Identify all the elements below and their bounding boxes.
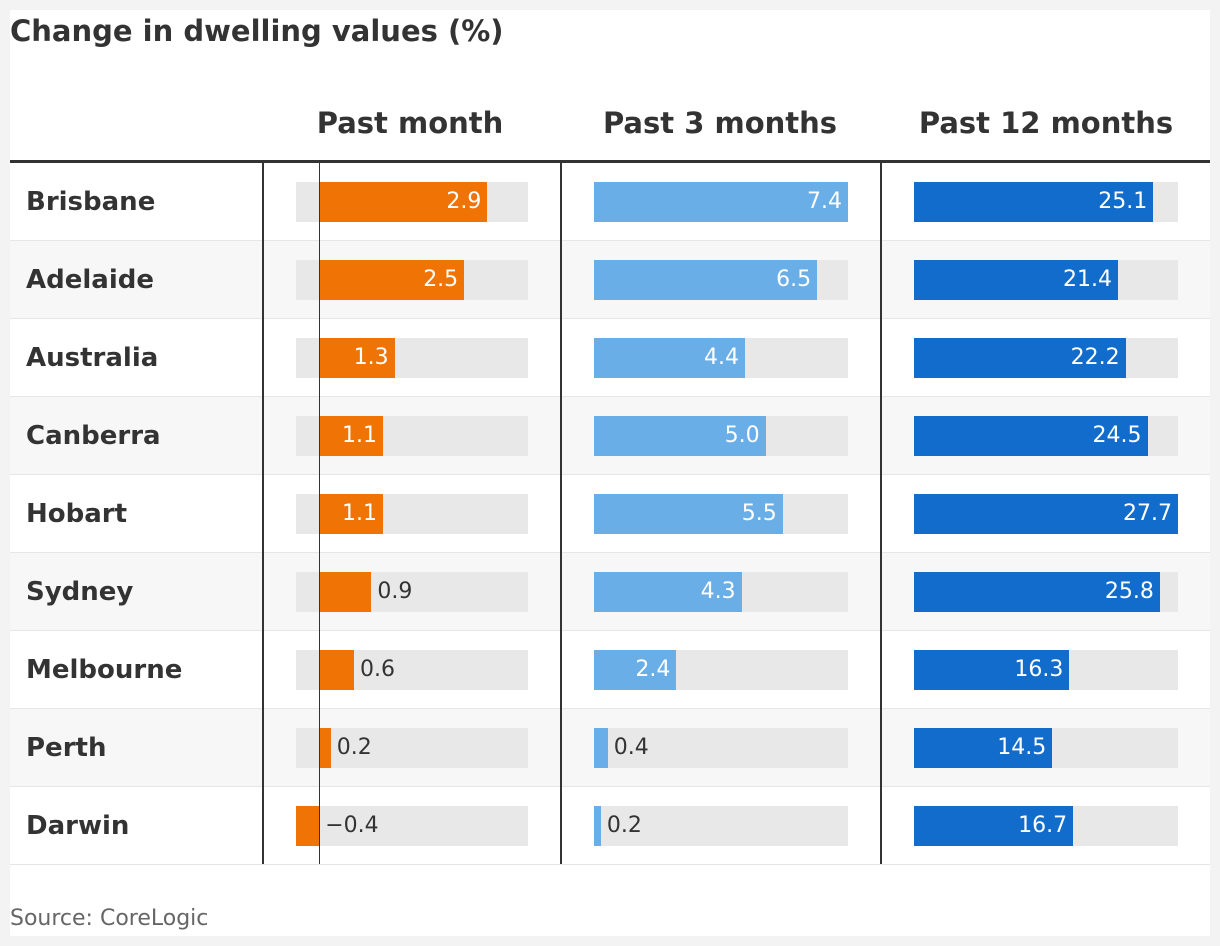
bar-past-3-months-adelaide — [594, 260, 818, 300]
column-header-past-12-months: Past 12 months — [918, 106, 1174, 140]
bar-past-12-months-sydney — [914, 572, 1160, 612]
data-label: 25.1 — [1098, 189, 1148, 214]
data-label: 1.3 — [353, 345, 389, 370]
source-note: Source: CoreLogic — [10, 906, 209, 931]
bar-past-3-months-darwin — [594, 806, 601, 846]
data-label: 0.2 — [336, 735, 372, 760]
data-label: 0.9 — [377, 579, 413, 604]
column-divider-3 — [880, 163, 882, 864]
data-label: 2.4 — [635, 657, 671, 682]
bar-past-3-months-brisbane — [594, 182, 848, 222]
chart-title: Change in dwelling values (%) — [10, 14, 504, 48]
data-label: 0.4 — [613, 735, 649, 760]
zero-axis-line — [319, 163, 321, 864]
data-label: 4.4 — [704, 345, 740, 370]
chart-card: Change in dwelling values (%) Past month… — [10, 10, 1210, 936]
data-label: 14.5 — [997, 735, 1047, 760]
city-label: Canberra — [26, 421, 161, 451]
data-label: 21.4 — [1062, 267, 1112, 292]
bar-past-3-months-australia — [594, 338, 746, 378]
column-header-past-3-months: Past 3 months — [602, 106, 838, 140]
data-label: 0.6 — [360, 657, 395, 682]
bar-past-3-months-hobart — [594, 494, 783, 534]
table-row: Brisbane 2.9 7.4 25.1 — [10, 163, 1210, 241]
data-label: 6.5 — [776, 267, 812, 292]
bar-past-3-months-canberra — [594, 416, 766, 456]
data-label: 24.5 — [1092, 423, 1142, 448]
table-row: Melbourne 0.6 2.4 16.3 — [10, 631, 1210, 709]
bar-past-12-months-hobart — [914, 494, 1178, 534]
data-label: 7.4 — [807, 189, 842, 214]
bar-past-3-months-melbourne — [594, 650, 677, 690]
data-label: 0.2 — [606, 813, 642, 838]
bar-past-month-adelaide — [319, 260, 465, 300]
data-label: 1.1 — [341, 501, 377, 526]
bar-past-12-months-perth — [914, 728, 1053, 768]
bar-past-12-months-canberra — [914, 416, 1148, 456]
city-label: Brisbane — [26, 187, 156, 217]
bar-past-month-darwin — [296, 806, 320, 846]
table-row: Adelaide 2.5 6.5 21.4 — [10, 241, 1210, 319]
column-divider-2 — [560, 163, 562, 864]
bar-past-month-australia — [319, 338, 395, 378]
city-label: Adelaide — [26, 265, 154, 295]
data-label: 1.1 — [341, 423, 377, 448]
city-label: Sydney — [26, 577, 134, 607]
city-label: Perth — [26, 733, 107, 763]
bar-past-month-canberra — [319, 416, 383, 456]
bar-past-12-months-adelaide — [914, 260, 1118, 300]
column-divider-1 — [262, 163, 264, 864]
bar-track — [594, 806, 848, 846]
bar-track — [296, 806, 528, 846]
city-label: Australia — [26, 343, 159, 373]
column-header-past-month: Past month — [316, 106, 504, 140]
table-row: Hobart 1.1 5.5 27.7 — [10, 475, 1210, 553]
table-row: Canberra 1.1 5.0 24.5 — [10, 397, 1210, 475]
table-row: Darwin −0.4 0.2 16.7 — [10, 787, 1210, 865]
table-row: Perth 0.2 0.4 14.5 — [10, 709, 1210, 787]
data-label: 5.5 — [741, 501, 777, 526]
data-label: −0.4 — [325, 813, 379, 838]
bar-past-12-months-melbourne — [914, 650, 1070, 690]
data-label: 5.0 — [724, 423, 760, 448]
city-label: Hobart — [26, 499, 128, 529]
bar-past-12-months-darwin — [914, 806, 1074, 846]
bar-past-3-months-perth — [594, 728, 608, 768]
bar-past-12-months-australia — [914, 338, 1126, 378]
bar-past-month-sydney — [319, 572, 372, 612]
data-label: 2.9 — [446, 189, 482, 214]
city-label: Darwin — [26, 811, 130, 841]
data-label: 16.7 — [1018, 813, 1068, 838]
bar-track — [594, 728, 848, 768]
bar-past-12-months-brisbane — [914, 182, 1154, 222]
city-label: Melbourne — [26, 655, 183, 685]
bar-track — [296, 728, 528, 768]
bar-past-month-melbourne — [319, 650, 354, 690]
data-label: 2.5 — [423, 267, 459, 292]
header-rule — [10, 160, 1210, 163]
table-row: Australia 1.3 4.4 22.2 — [10, 319, 1210, 397]
data-label: 16.3 — [1014, 657, 1064, 682]
data-label: 22.2 — [1070, 345, 1120, 370]
bar-past-month-perth — [319, 728, 331, 768]
bar-past-month-hobart — [319, 494, 383, 534]
data-label: 4.3 — [700, 579, 736, 604]
data-label: 25.8 — [1104, 579, 1154, 604]
bar-past-3-months-sydney — [594, 572, 742, 612]
table-row: Sydney 0.9 4.3 25.8 — [10, 553, 1210, 631]
bar-past-month-brisbane — [319, 182, 488, 222]
data-label: 27.7 — [1123, 501, 1172, 526]
